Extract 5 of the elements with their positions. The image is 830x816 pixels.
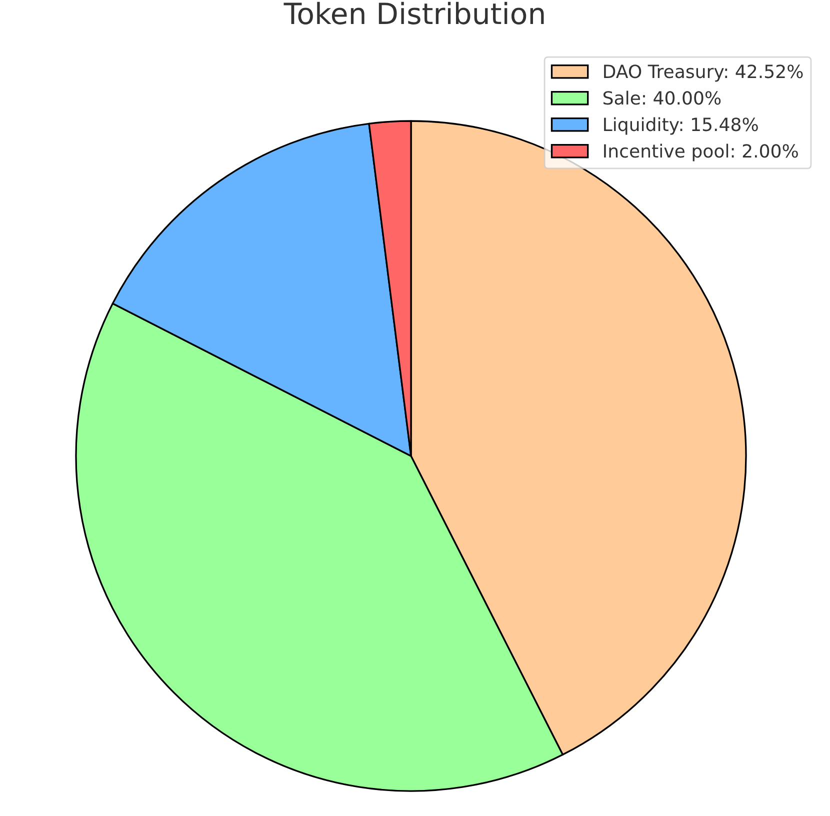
- legend-label: Sale: 40.00%: [603, 90, 721, 105]
- legend-label: Incentive pool: 2.00%: [604, 144, 798, 162]
- legend-label: Liquidity: 15.48%: [604, 117, 758, 135]
- legend-label: DAO Treasury: 42.52%: [604, 64, 803, 82]
- chart-title: Token Distribution: [284, 2, 544, 24]
